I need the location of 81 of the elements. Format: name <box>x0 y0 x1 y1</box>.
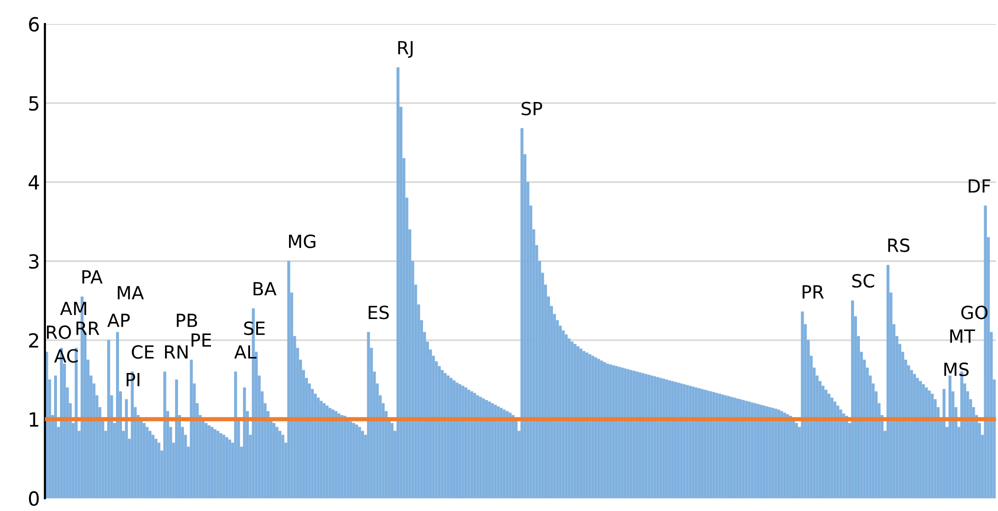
annotation: CE <box>132 345 154 359</box>
bar <box>366 332 370 498</box>
bar <box>228 440 232 498</box>
annotation: DF <box>968 179 990 193</box>
annotation: GO <box>961 306 988 320</box>
y-tick-label: 2 <box>29 333 38 348</box>
bar <box>715 392 718 498</box>
bar <box>851 300 854 498</box>
bar <box>287 260 290 498</box>
y-tick-label: 0 <box>28 491 39 506</box>
bar <box>175 379 178 498</box>
bar <box>886 264 890 498</box>
bar <box>500 408 503 498</box>
bar <box>116 332 119 498</box>
bar <box>620 368 624 498</box>
annotation: RO <box>46 325 71 340</box>
bar <box>682 384 686 498</box>
annotation: AC <box>54 349 78 363</box>
bar <box>467 390 470 498</box>
bar <box>349 421 352 498</box>
y-tick-label: 1 <box>30 412 38 427</box>
bar <box>626 369 630 498</box>
annotation: PB <box>176 314 198 327</box>
annotation: PA <box>82 270 103 284</box>
annotation: MG <box>289 234 316 248</box>
annotation: MS <box>944 362 969 376</box>
annotation: SC <box>852 274 874 288</box>
bar <box>777 409 780 498</box>
bar <box>564 334 568 498</box>
bar <box>440 370 444 498</box>
bar <box>842 413 846 498</box>
bar <box>242 387 246 498</box>
bar <box>234 372 238 498</box>
bar <box>686 384 689 498</box>
annotation: PE <box>192 334 211 347</box>
bar <box>470 391 474 498</box>
bar <box>107 340 110 498</box>
annotation: AL <box>234 345 256 359</box>
bar <box>712 392 716 498</box>
bar <box>653 376 656 498</box>
annotation: ES <box>368 306 389 320</box>
y-tick-label: 6 <box>29 16 39 32</box>
bar <box>839 409 842 498</box>
bar <box>930 394 934 498</box>
bar <box>836 406 840 498</box>
bar <box>688 386 692 498</box>
bar <box>502 409 506 498</box>
annotation: PR <box>802 285 824 298</box>
annotation: RN <box>165 345 188 359</box>
annotation: MA <box>118 286 144 300</box>
annotation: AM <box>60 302 86 316</box>
annotation: RR <box>76 322 100 335</box>
bar <box>780 411 784 498</box>
bar <box>928 390 931 498</box>
annotation: MT <box>950 330 976 343</box>
annotation: BA <box>254 282 276 296</box>
bar <box>718 394 722 498</box>
annotation: RJ <box>398 41 413 58</box>
bar <box>396 67 400 498</box>
bar <box>190 360 193 498</box>
annotation: RS <box>888 238 910 252</box>
bar <box>624 368 627 498</box>
bar <box>124 399 128 498</box>
bar <box>594 357 598 498</box>
annotation: AP <box>107 314 130 327</box>
bar <box>748 402 751 498</box>
y-tick-label: 4 <box>28 175 39 190</box>
bar <box>520 128 524 498</box>
bar <box>54 376 57 498</box>
bar <box>163 372 166 498</box>
bar <box>948 376 952 498</box>
y-tick-label: 3 <box>29 254 38 269</box>
y-tick-label: 5 <box>29 96 38 111</box>
annotation: SE <box>244 321 265 336</box>
annotation: PI <box>126 373 140 386</box>
bar <box>591 356 594 498</box>
bar <box>942 388 946 498</box>
bar <box>225 437 228 498</box>
bar <box>744 400 748 498</box>
annotation: SP <box>522 102 542 116</box>
bar <box>656 377 660 498</box>
